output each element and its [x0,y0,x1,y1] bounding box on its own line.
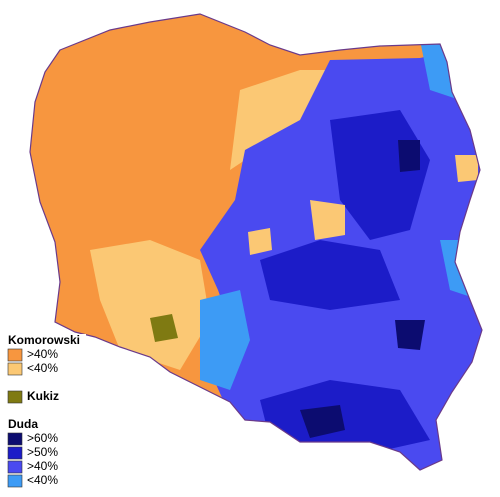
legend-swatch [7,432,23,446]
legend-title: Komorowski [8,333,80,347]
city-area [455,155,478,182]
strong-area [260,240,400,310]
legend-bg [6,418,86,432]
legend-label: >50% [27,445,58,459]
legend-label: Kukiz [27,389,59,403]
legend-label: <40% [27,361,58,375]
legend-swatch [7,460,23,474]
darkest-area [398,140,420,172]
legend-swatch [7,446,23,460]
legend-title: Duda [8,417,38,431]
legend-label: >60% [27,431,58,445]
legend-swatch [7,362,23,376]
border [29,13,483,471]
strong-area [260,380,430,460]
legend-bg [6,334,86,348]
legend-label: >40% [27,459,58,473]
legend-swatch [7,474,23,488]
light-blue-area [200,290,250,390]
legend-swatch [7,390,23,404]
legend-label: >40% [27,347,58,361]
legend-label: <40% [27,473,58,487]
city-area [248,228,272,255]
darkest-area [395,320,425,350]
darkest-area [300,405,345,438]
city-area [310,200,345,240]
kukiz-area [150,314,178,342]
legend-swatch [7,348,23,362]
light-orange-area [90,240,210,370]
legend: Komorowski>40%<40%KukizDuda>60%>50%>40%<… [6,333,86,488]
